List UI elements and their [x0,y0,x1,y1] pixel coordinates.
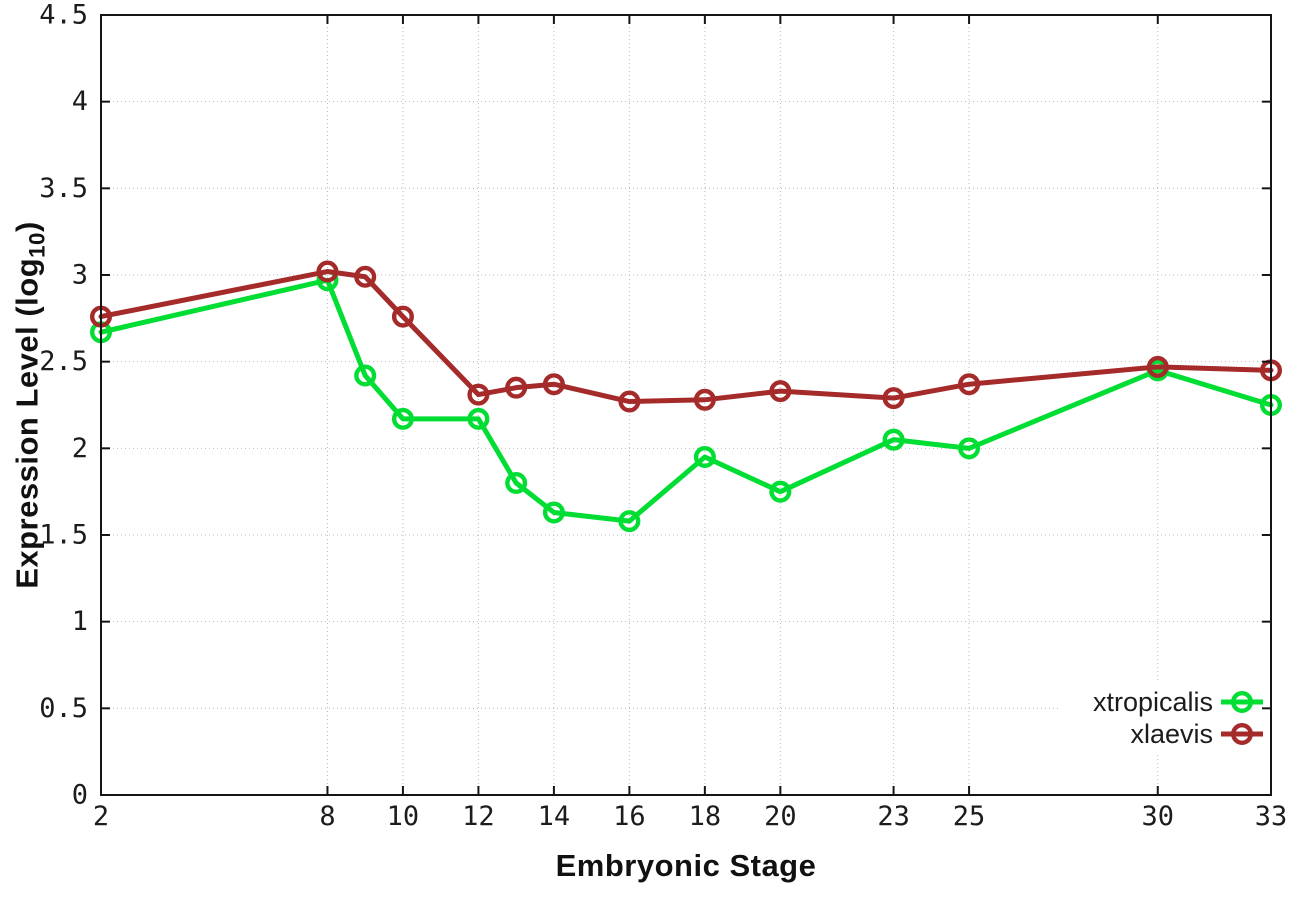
y-axis-title: Expression Level (log10) [9,221,50,589]
data-point-xtropicalis-12 [467,407,490,430]
data-point-xtropicalis-25 [958,437,981,460]
legend-marker-point-xlaevis [1230,723,1253,746]
y-tick-label-0: 0 [72,780,88,811]
x-tick-label-2: 2 [93,801,109,832]
data-point-xlaevis-12 [467,383,490,406]
data-point-xtropicalis-10 [391,407,414,430]
data-point-xlaevis-16 [618,390,641,413]
data-point-xtropicalis-23 [882,428,905,451]
y-tick-label-1: 1 [72,606,88,637]
x-tick-label-23: 23 [877,801,910,832]
legend-marker-point-xtropicalis [1230,691,1253,714]
y-tick-label-4: 4 [72,86,88,117]
x-tick-label-10: 10 [387,801,420,832]
data-point-xlaevis-23 [882,387,905,410]
x-tick-label-8: 8 [319,801,335,832]
legend-label-xtropicalis: xtropicalis [1093,687,1213,717]
x-tick-label-12: 12 [462,801,495,832]
x-tick-label-33: 33 [1255,801,1288,832]
data-point-xlaevis-9 [354,265,377,288]
data-point-xtropicalis-18 [693,446,716,469]
legend-label-xlaevis: xlaevis [1130,719,1213,749]
x-tick-label-18: 18 [689,801,722,832]
data-point-xlaevis-20 [769,380,792,403]
data-point-xlaevis-18 [693,388,716,411]
y-tick-label-2: 2 [72,433,88,464]
data-point-xtropicalis-16 [618,510,641,533]
y-axis-title-main: Expression Level (log [9,257,45,589]
data-point-xtropicalis-9 [354,364,377,387]
y-tick-label-3: 3 [72,260,88,291]
y-axis-title-subscript: 10 [24,232,50,258]
data-point-xtropicalis-13 [505,472,528,495]
x-tick-label-20: 20 [764,801,797,832]
data-point-xlaevis-8 [316,260,339,283]
data-point-xtropicalis-14 [542,501,565,524]
plot-border [100,14,1272,796]
x-tick-label-30: 30 [1142,801,1175,832]
legend-background [1060,681,1264,753]
y-tick-label-1.5: 1.5 [39,520,88,551]
y-tick-label-3.5: 3.5 [39,173,88,204]
x-tick-label-16: 16 [613,801,646,832]
data-point-xlaevis-10 [391,305,414,328]
y-tick-label-4.5: 4.5 [39,0,88,31]
data-point-xlaevis-30 [1146,355,1169,378]
data-point-xlaevis-13 [505,376,528,399]
y-tick-label-2.5: 2.5 [39,346,88,377]
data-point-xlaevis-25 [958,373,981,396]
x-axis-title: Embryonic Stage [555,848,817,883]
data-point-xlaevis-14 [542,373,565,396]
data-point-xtropicalis-20 [769,480,792,503]
x-tick-label-14: 14 [538,801,571,832]
y-axis-title-close: ) [9,221,45,233]
y-tick-label-0.5: 0.5 [39,693,88,724]
x-tick-label-25: 25 [953,801,986,832]
